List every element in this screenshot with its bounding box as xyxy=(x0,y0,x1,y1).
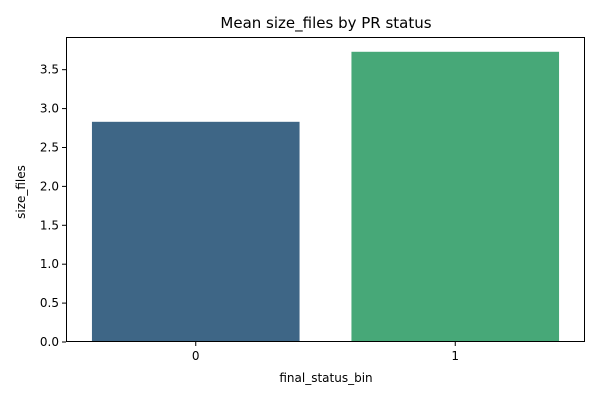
plot-frame xyxy=(66,37,585,342)
y-tick-label-5: 2.5 xyxy=(40,140,59,154)
y-tick-label-1: 0.5 xyxy=(40,296,59,310)
bars-group xyxy=(91,51,560,342)
bar-1 xyxy=(351,51,560,342)
chart-title: Mean size_files by PR status xyxy=(220,14,431,33)
x-tick-label-0: 0 xyxy=(192,349,200,363)
y-tick-label-6: 3.0 xyxy=(40,102,59,116)
bar-0 xyxy=(91,121,300,342)
x-tick-label-1: 1 xyxy=(451,349,459,363)
y-ticks-group: 0.0 0.5 1.0 1.5 2.0 2.5 3.0 3.5 xyxy=(40,63,66,349)
y-tick-label-7: 3.5 xyxy=(40,63,59,77)
y-axis-label: size_files xyxy=(14,165,28,219)
y-tick-label-0: 0.0 xyxy=(40,335,59,349)
y-tick-label-4: 2.0 xyxy=(40,179,59,193)
x-axis-label: final_status_bin xyxy=(279,371,372,385)
y-tick-label-2: 1.0 xyxy=(40,257,59,271)
y-tick-label-3: 1.5 xyxy=(40,218,59,232)
